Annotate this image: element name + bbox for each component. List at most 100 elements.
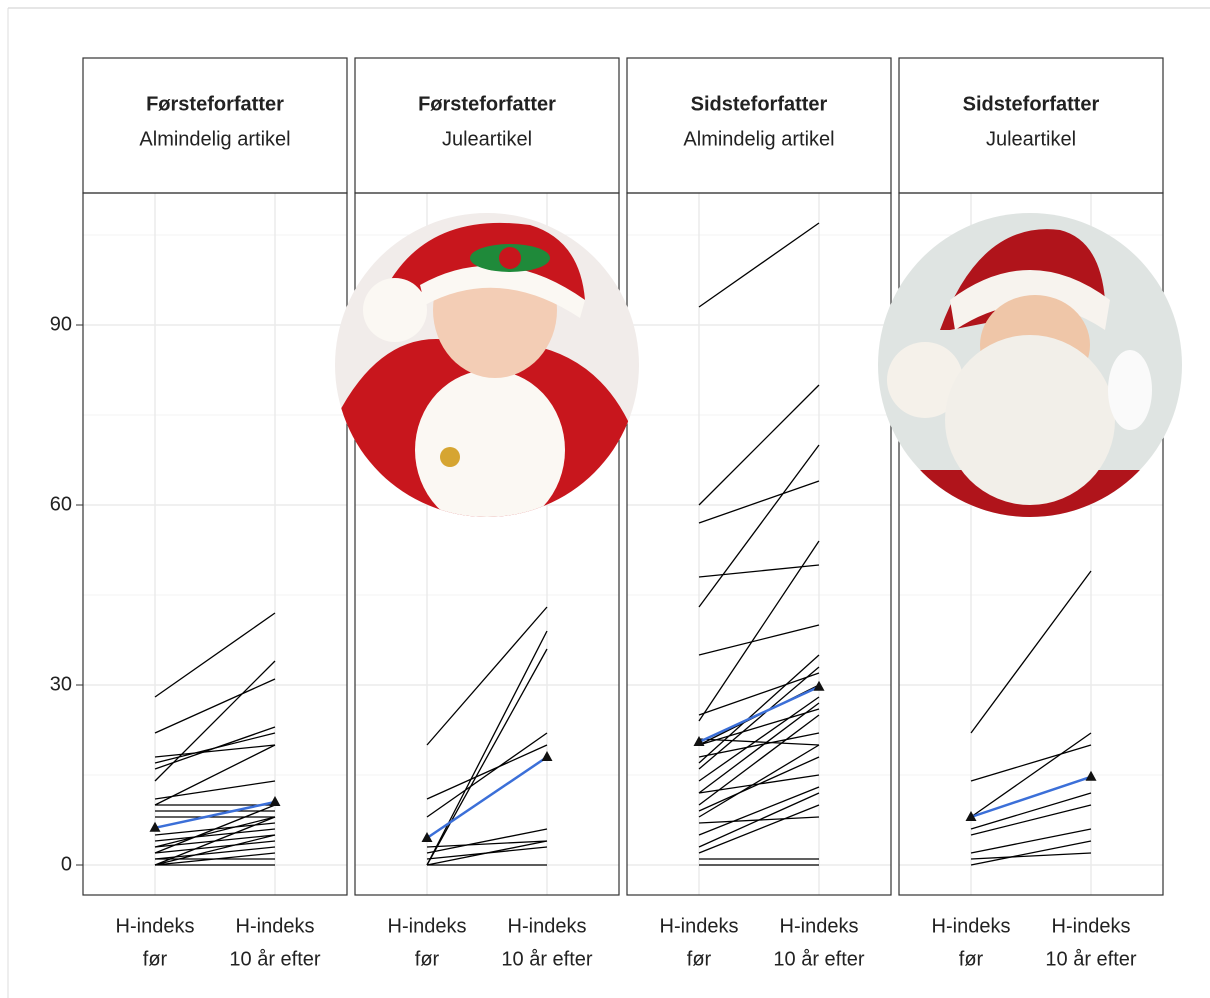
y-tick-label: 30 <box>50 673 72 695</box>
slope-line <box>154 852 276 866</box>
x-tick-label: 10 år efter <box>501 948 593 970</box>
slope-line <box>154 678 276 734</box>
x-tick-label: H-indeks <box>236 915 315 937</box>
slope-line <box>154 828 276 842</box>
slope-line <box>970 840 1092 866</box>
slope-line <box>698 564 820 578</box>
slope-line <box>698 624 820 656</box>
slope-line <box>970 744 1092 782</box>
slope-line <box>154 816 276 866</box>
slope-line <box>154 744 276 806</box>
x-tick-label: H-indeks <box>780 915 859 937</box>
slope-line <box>154 816 276 848</box>
slope-line <box>698 444 820 608</box>
slope-line <box>698 696 820 782</box>
x-tick-label: H-indeks <box>932 915 1011 937</box>
strip <box>626 57 892 194</box>
slope-line <box>154 834 276 866</box>
slope-line <box>698 480 820 524</box>
mean-line <box>970 775 1092 819</box>
slope-line <box>698 774 820 794</box>
slope-line <box>426 732 548 818</box>
mean-marker <box>1085 770 1097 781</box>
mean-marker <box>541 751 553 761</box>
strip-title: Førsteforfatter <box>146 93 284 115</box>
mean-marker <box>965 811 977 821</box>
strip <box>898 57 1164 194</box>
slope-line <box>698 702 820 794</box>
slope-line <box>426 828 548 854</box>
slope-line <box>698 744 820 818</box>
strip-subtitle: Almindelig artikel <box>139 128 290 150</box>
santa-photo <box>878 213 1182 517</box>
mean-marker <box>421 832 433 842</box>
strip-subtitle: Juleartikel <box>986 128 1076 150</box>
slope-line <box>154 780 276 800</box>
panel-border <box>898 192 1164 896</box>
x-tick-label: før <box>415 948 440 970</box>
slope-line <box>970 732 1092 818</box>
x-tick-label: H-indeks <box>1052 915 1131 937</box>
panel-border <box>354 192 620 896</box>
x-tick-label: før <box>959 948 984 970</box>
slope-line <box>970 570 1092 734</box>
x-tick-label: H-indeks <box>388 915 467 937</box>
slope-line <box>698 738 820 746</box>
strip-subtitle: Juleartikel <box>442 128 532 150</box>
slope-line <box>698 384 820 506</box>
mean-line <box>426 755 548 840</box>
baby-photo <box>335 213 639 517</box>
mean-marker <box>813 680 825 691</box>
slope-line <box>698 714 820 806</box>
slope-line <box>154 744 276 758</box>
slope-line <box>698 732 820 758</box>
x-tick-label: H-indeks <box>508 915 587 937</box>
slope-line <box>698 666 820 770</box>
y-tick-label: 0 <box>61 853 72 875</box>
slope-line <box>698 672 820 716</box>
strip-title: Sidsteforfatter <box>963 93 1100 115</box>
strip-title: Førsteforfatter <box>418 93 556 115</box>
slope-line <box>698 540 820 722</box>
plot: 0 30 60 90 Førsteforfatter Almindelig artikel… <box>50 57 1164 970</box>
y-tick-label: 90 <box>50 313 72 335</box>
slope-line <box>426 744 548 800</box>
slope-line <box>970 828 1092 854</box>
slope-line <box>970 792 1092 830</box>
strip-subtitle: Almindelig artikel <box>683 128 834 150</box>
slope-line <box>154 732 276 764</box>
slope-line <box>970 852 1092 860</box>
slope-line <box>698 792 820 848</box>
slope-line <box>154 660 276 782</box>
x-tick-label: 10 år efter <box>773 948 865 970</box>
x-tick-label: før <box>687 948 712 970</box>
mean-line <box>698 685 820 744</box>
strip <box>354 57 620 194</box>
panel-border <box>82 192 348 896</box>
panel-border <box>626 192 892 896</box>
slope-line <box>154 840 276 854</box>
slope-line <box>426 630 548 866</box>
slope-line <box>970 804 1092 836</box>
slope-line <box>154 612 276 698</box>
slope-line <box>426 846 548 860</box>
slope-line <box>698 222 820 308</box>
x-tick-label: 10 år efter <box>229 948 321 970</box>
strip <box>82 57 348 194</box>
mean-marker <box>269 796 281 806</box>
slope-line <box>698 804 820 854</box>
x-tick-label: H-indeks <box>660 915 739 937</box>
mean-line <box>154 800 276 830</box>
slope-line <box>426 648 548 866</box>
x-tick-label: H-indeks <box>116 915 195 937</box>
mean-marker <box>149 821 161 832</box>
slope-line <box>154 804 276 854</box>
mean-marker <box>693 736 705 746</box>
slope-line <box>698 654 820 764</box>
slope-line <box>426 840 548 848</box>
slope-line <box>426 606 548 746</box>
y-tick-label: 60 <box>50 493 72 515</box>
x-tick-label: før <box>143 948 168 970</box>
strip-title: Sidsteforfatter <box>691 93 828 115</box>
slope-line <box>698 708 820 746</box>
